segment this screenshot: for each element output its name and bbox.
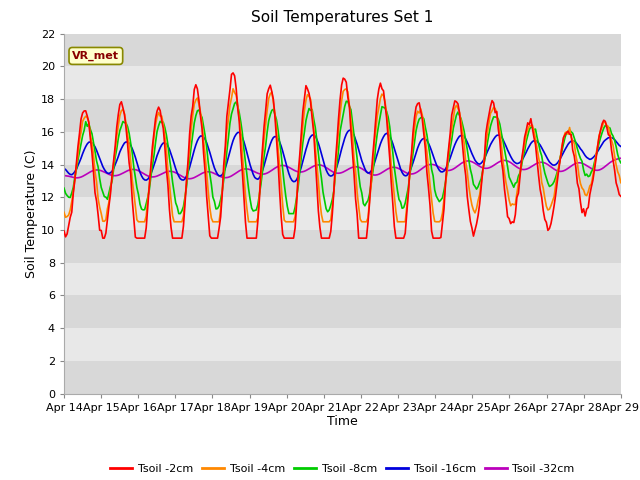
Tsoil -8cm bbox=[129, 150, 136, 156]
Bar bbox=[64, 132, 621, 165]
Tsoil -32cm bbox=[129, 167, 136, 172]
Tsoil -32cm bbox=[617, 156, 625, 161]
Bar bbox=[64, 66, 621, 99]
Tsoil -8cm bbox=[246, 196, 254, 202]
Y-axis label: Soil Temperature (C): Soil Temperature (C) bbox=[25, 149, 38, 278]
Tsoil -16cm bbox=[617, 144, 625, 149]
Tsoil -2cm bbox=[229, 70, 237, 76]
Line: Tsoil -4cm: Tsoil -4cm bbox=[64, 89, 621, 222]
Tsoil -8cm bbox=[228, 111, 236, 117]
Tsoil -16cm bbox=[244, 156, 252, 162]
Tsoil -2cm bbox=[99, 235, 107, 241]
Bar bbox=[64, 328, 621, 361]
Tsoil -16cm bbox=[226, 148, 234, 154]
Tsoil -32cm bbox=[588, 166, 595, 171]
Title: Soil Temperatures Set 1: Soil Temperatures Set 1 bbox=[252, 11, 433, 25]
Tsoil -4cm bbox=[248, 219, 255, 225]
Tsoil -32cm bbox=[305, 166, 313, 172]
Tsoil -2cm bbox=[60, 228, 68, 234]
Tsoil -2cm bbox=[307, 99, 314, 105]
Bar bbox=[64, 197, 621, 230]
Tsoil -16cm bbox=[129, 146, 136, 152]
Bar bbox=[64, 165, 621, 197]
Tsoil -8cm bbox=[589, 167, 596, 172]
Tsoil -8cm bbox=[342, 98, 350, 104]
Tsoil -8cm bbox=[617, 160, 625, 166]
Tsoil -2cm bbox=[257, 166, 265, 172]
Line: Tsoil -32cm: Tsoil -32cm bbox=[64, 158, 621, 179]
Tsoil -2cm bbox=[130, 216, 138, 221]
Bar bbox=[64, 99, 621, 132]
Tsoil -32cm bbox=[255, 171, 263, 177]
Tsoil -32cm bbox=[246, 167, 254, 173]
Legend: Tsoil -2cm, Tsoil -4cm, Tsoil -8cm, Tsoil -16cm, Tsoil -32cm: Tsoil -2cm, Tsoil -4cm, Tsoil -8cm, Tsoi… bbox=[106, 459, 579, 478]
Tsoil -4cm bbox=[134, 219, 142, 225]
Tsoil -4cm bbox=[307, 96, 314, 102]
Tsoil -4cm bbox=[129, 177, 136, 183]
Tsoil -4cm bbox=[228, 95, 236, 101]
Bar bbox=[64, 295, 621, 328]
Tsoil -2cm bbox=[248, 235, 255, 241]
X-axis label: Time: Time bbox=[327, 415, 358, 429]
Tsoil -16cm bbox=[254, 176, 262, 182]
Tsoil -16cm bbox=[290, 179, 298, 184]
Text: VR_met: VR_met bbox=[72, 51, 119, 61]
Tsoil -2cm bbox=[589, 178, 596, 183]
Tsoil -16cm bbox=[589, 155, 596, 161]
Tsoil -4cm bbox=[617, 180, 625, 186]
Tsoil -4cm bbox=[589, 173, 596, 179]
Tsoil -8cm bbox=[255, 191, 263, 197]
Tsoil -32cm bbox=[186, 176, 193, 181]
Line: Tsoil -8cm: Tsoil -8cm bbox=[64, 101, 621, 214]
Tsoil -16cm bbox=[347, 127, 355, 133]
Tsoil -4cm bbox=[60, 209, 68, 215]
Bar bbox=[64, 361, 621, 394]
Bar bbox=[64, 230, 621, 263]
Line: Tsoil -16cm: Tsoil -16cm bbox=[64, 130, 621, 181]
Tsoil -8cm bbox=[305, 106, 313, 111]
Tsoil -2cm bbox=[228, 72, 236, 77]
Line: Tsoil -2cm: Tsoil -2cm bbox=[64, 73, 621, 238]
Tsoil -32cm bbox=[228, 173, 236, 179]
Bar bbox=[64, 263, 621, 295]
Tsoil -4cm bbox=[229, 86, 237, 92]
Tsoil -8cm bbox=[60, 185, 68, 191]
Tsoil -4cm bbox=[257, 174, 265, 180]
Bar bbox=[64, 34, 621, 66]
Tsoil -2cm bbox=[617, 193, 625, 199]
Tsoil -16cm bbox=[60, 166, 68, 171]
Tsoil -32cm bbox=[60, 173, 68, 179]
Tsoil -16cm bbox=[305, 137, 313, 143]
Tsoil -8cm bbox=[175, 211, 182, 216]
